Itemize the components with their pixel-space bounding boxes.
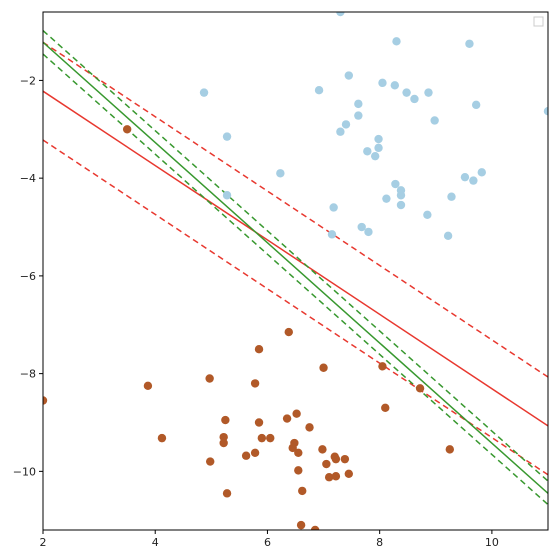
y-tick-label: −4 (20, 172, 36, 185)
point-0-6 (314, 85, 324, 95)
y-tick-label: −10 (13, 465, 36, 478)
point-1-10 (381, 403, 390, 413)
point-0-10 (410, 94, 419, 104)
point-0-1 (392, 37, 401, 46)
point-1-5 (143, 381, 153, 391)
point-1-12 (282, 414, 292, 423)
point-0-4 (378, 78, 387, 88)
boundary-line-4 (43, 30, 548, 482)
boundary-line-1 (43, 41, 548, 378)
point-1-11 (292, 409, 301, 418)
point-0-7 (199, 88, 209, 97)
point-0-22 (370, 151, 380, 161)
point-0-9 (424, 88, 433, 97)
point-1-30 (340, 454, 350, 464)
boundary-line-3 (43, 41, 548, 494)
point-0-23 (276, 169, 285, 178)
point-1-18 (257, 433, 267, 443)
boundary-line-0 (43, 90, 548, 427)
point-0-33 (396, 200, 406, 210)
point-0-12 (471, 100, 481, 110)
axis-ticks: 2 4 6 8 10 −2 −4 −6 −8 −10 (13, 74, 499, 549)
point-0-25 (460, 172, 470, 182)
point-0-20 (374, 143, 383, 153)
x-tick-label: 2 (40, 536, 47, 549)
point-1-38 (222, 489, 232, 498)
point-1-32 (322, 459, 331, 469)
point-1-34 (344, 469, 354, 479)
point-0-30 (222, 191, 232, 200)
x-tick-label: 10 (485, 536, 499, 549)
point-0-35 (423, 210, 432, 220)
point-1-13 (221, 415, 230, 425)
point-1-26 (250, 448, 260, 457)
x-tick-label: 4 (152, 536, 159, 549)
point-0-5 (390, 81, 400, 90)
x-tick-label: 8 (376, 536, 383, 549)
y-tick-label: −8 (20, 368, 36, 381)
legend-box (533, 16, 544, 27)
point-1-1 (254, 344, 264, 354)
point-0-18 (222, 132, 232, 141)
point-1-20 (219, 438, 228, 448)
point-1-14 (254, 418, 264, 427)
point-0-27 (391, 179, 400, 189)
point-0-11 (354, 99, 363, 109)
point-1-4 (378, 362, 387, 371)
point-1-8 (415, 384, 425, 393)
point-1-7 (205, 374, 214, 383)
point-0-29 (396, 191, 406, 200)
point-1-27 (241, 451, 251, 460)
point-1-16 (157, 433, 167, 443)
point-1-19 (266, 433, 275, 443)
point-0-36 (357, 222, 366, 232)
point-1-15 (305, 423, 314, 432)
point-1-36 (331, 472, 341, 481)
point-0-17 (336, 127, 345, 136)
point-0-0 (336, 12, 345, 17)
point-0-37 (364, 227, 373, 237)
point-0-3 (344, 71, 354, 80)
y-tick-label: −6 (20, 270, 36, 283)
point-1-22 (288, 443, 297, 453)
point-1-37 (298, 486, 307, 496)
point-1-40 (310, 525, 320, 530)
point-1-31 (206, 457, 215, 466)
point-0-19 (374, 134, 383, 144)
y-tick-label: −2 (20, 74, 36, 87)
point-1-29 (331, 454, 341, 464)
point-0-34 (329, 203, 338, 212)
point-1-3 (319, 363, 328, 372)
point-1-9 (43, 396, 48, 405)
point-1-0 (122, 125, 132, 134)
point-1-6 (250, 379, 260, 388)
point-0-38 (327, 230, 337, 239)
point-0-15 (341, 120, 351, 129)
scatter-points (43, 12, 548, 530)
point-0-2 (465, 39, 474, 48)
point-1-24 (445, 445, 455, 454)
plot-frame (42, 11, 549, 531)
point-1-33 (294, 466, 303, 475)
point-0-31 (382, 194, 391, 203)
point-1-2 (284, 327, 293, 337)
point-0-13 (543, 107, 548, 116)
point-1-35 (324, 473, 334, 482)
point-0-32 (447, 192, 456, 201)
point-0-26 (469, 176, 478, 185)
point-0-8 (402, 88, 411, 97)
point-0-24 (477, 168, 486, 177)
point-1-39 (296, 520, 306, 530)
x-tick-label: 6 (264, 536, 271, 549)
point-0-21 (363, 147, 372, 156)
point-0-39 (443, 231, 453, 241)
point-1-17 (219, 432, 228, 442)
point-1-23 (318, 445, 327, 454)
point-0-14 (354, 111, 363, 120)
point-0-16 (430, 116, 439, 125)
point-1-25 (294, 448, 303, 457)
